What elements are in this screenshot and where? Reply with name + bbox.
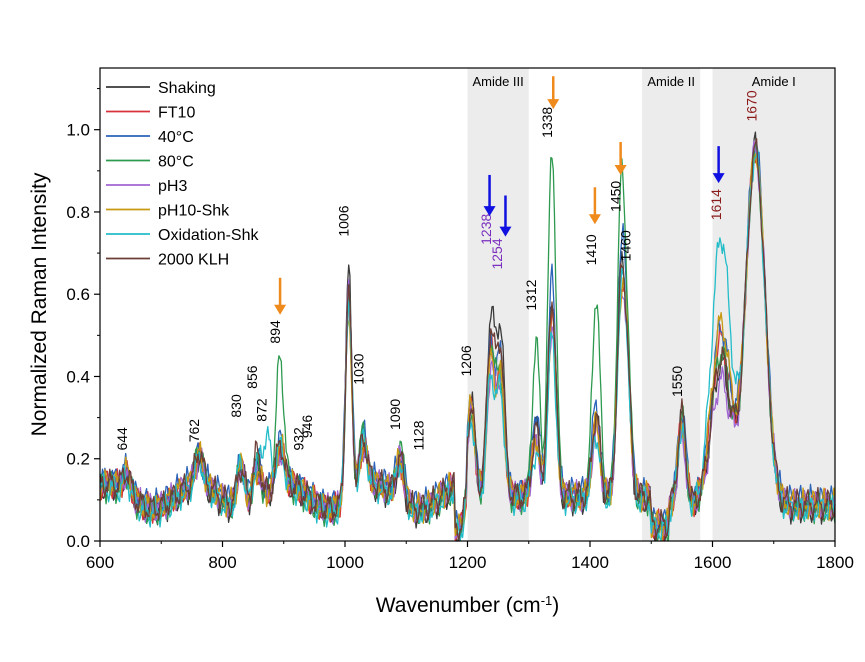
annotation-arrow-head bbox=[499, 226, 512, 237]
peak-label: 1312 bbox=[523, 279, 539, 310]
legend-entry-label: 40°C bbox=[158, 129, 194, 146]
peak-label: 1550 bbox=[669, 366, 685, 397]
legend-entry-label: 80°C bbox=[158, 154, 194, 171]
legend-entry-label: Shaking bbox=[158, 80, 216, 97]
legend-entry-label: Oxidation-Shk bbox=[158, 227, 259, 244]
peak-label: 1128 bbox=[410, 420, 426, 450]
x-tick-label: 1800 bbox=[816, 553, 854, 572]
annotation-arrow-head bbox=[547, 99, 560, 110]
legend-entry-label: pH3 bbox=[158, 178, 187, 195]
peak-label: 1238 bbox=[478, 214, 494, 245]
y-tick-label: 0.6 bbox=[66, 285, 90, 304]
peak-label: 1460 bbox=[617, 230, 633, 261]
legend-entry-label: FT10 bbox=[158, 105, 195, 122]
amide-band-label: Amide II bbox=[647, 74, 695, 89]
peak-label: 946 bbox=[299, 415, 315, 439]
peak-label: 644 bbox=[114, 427, 130, 451]
peak-label: 1450 bbox=[608, 181, 624, 212]
annotation-arrow-head bbox=[614, 164, 627, 175]
peak-label: 1614 bbox=[708, 189, 724, 220]
y-tick-label: 0.0 bbox=[66, 532, 90, 551]
amide-band-label: Amide III bbox=[472, 74, 523, 89]
y-axis-title: Normalized Raman Intensity bbox=[28, 172, 51, 436]
peak-label: 894 bbox=[267, 320, 283, 344]
series-line-7 bbox=[99, 138, 836, 542]
peak-label: 932 bbox=[290, 427, 306, 451]
legend-entry-label: 2000 KLH bbox=[158, 252, 229, 269]
peak-label: 856 bbox=[244, 365, 260, 389]
peak-label: 1338 bbox=[539, 107, 555, 138]
peak-label: 1006 bbox=[336, 205, 352, 236]
x-tick-label: 800 bbox=[208, 553, 236, 572]
x-tick-label: 1400 bbox=[571, 553, 609, 572]
peak-label: 1206 bbox=[458, 345, 474, 376]
spectra-lines bbox=[99, 131, 836, 542]
legend-entry-label: pH10-Shk bbox=[158, 203, 230, 220]
x-tick-label: 1200 bbox=[449, 553, 487, 572]
x-axis-title-main: Wavenumber (cm bbox=[376, 594, 541, 617]
y-tick-label: 0.8 bbox=[66, 203, 90, 222]
x-axis-title-end: ) bbox=[552, 594, 559, 617]
annotation-arrow-head bbox=[274, 304, 287, 315]
peak-label: 1254 bbox=[489, 238, 505, 269]
legend: Shaking FT10 40°C 80°C pH3 pH10-Shk Oxidation-… bbox=[106, 80, 259, 269]
y-tick-label: 0.2 bbox=[66, 450, 90, 469]
x-tick-label: 600 bbox=[86, 553, 114, 572]
x-tick-label: 1600 bbox=[694, 553, 732, 572]
annotation-arrow-head bbox=[588, 214, 601, 225]
peak-label: 872 bbox=[254, 398, 270, 422]
amide-band-2 bbox=[712, 68, 835, 541]
peak-label: 830 bbox=[228, 394, 244, 418]
x-axis-title-sup: -1 bbox=[541, 593, 553, 608]
peak-label: 1090 bbox=[387, 399, 403, 430]
amide-band-1 bbox=[642, 68, 701, 541]
annotation-arrow-head bbox=[712, 173, 725, 184]
y-tick-label: 0.4 bbox=[66, 367, 90, 386]
peak-label: 762 bbox=[186, 419, 202, 443]
axes: 600 800 1000 1200 1400 1600 1800 0.0 0.2 0.4 0.6 0.… bbox=[66, 88, 854, 572]
x-tick-label: 1000 bbox=[326, 553, 364, 572]
peak-label: 1410 bbox=[583, 234, 599, 265]
y-tick-label: 1.0 bbox=[66, 121, 90, 140]
peak-label: 1670 bbox=[744, 90, 760, 121]
annotation-arrow-head bbox=[483, 206, 496, 217]
x-axis-title: Wavenumber (cm-1) bbox=[376, 593, 560, 618]
peak-label: 1030 bbox=[350, 353, 366, 384]
amide-band-label: Amide I bbox=[752, 74, 796, 89]
